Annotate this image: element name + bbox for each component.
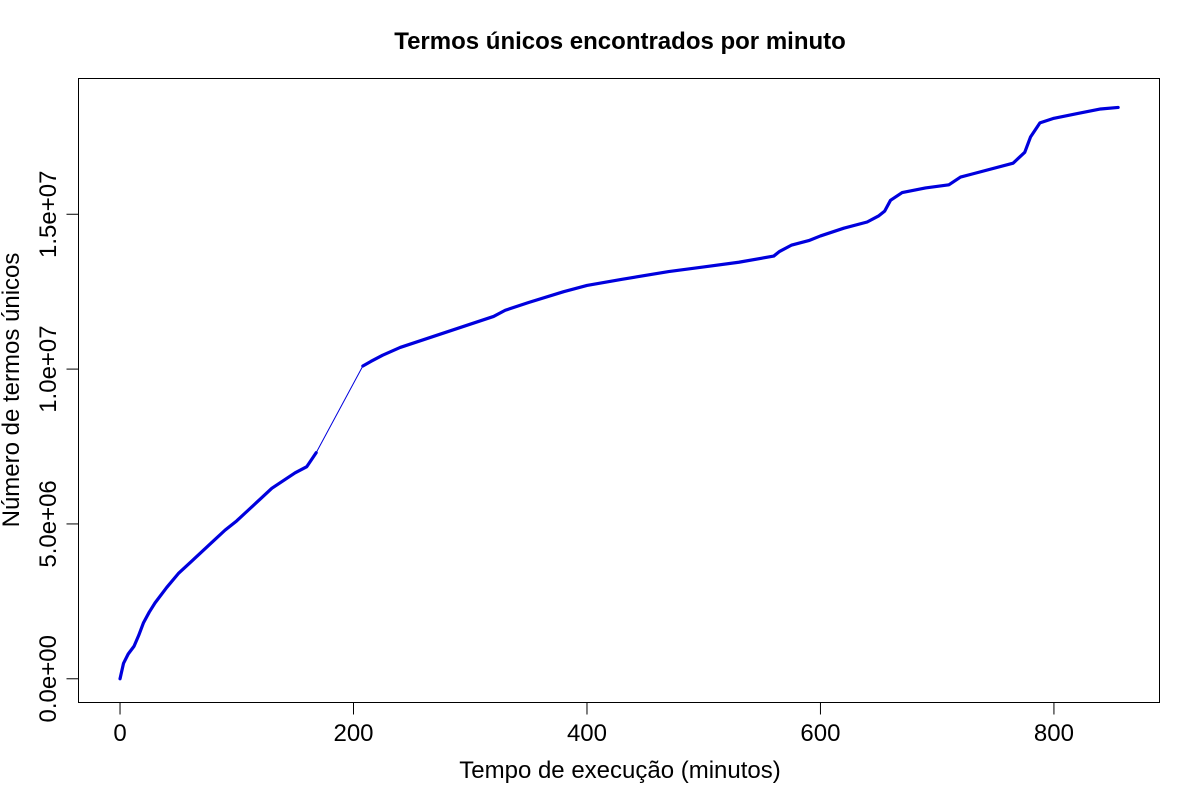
series-gap-connector (315, 365, 364, 454)
x-axis: 0 200 400 600 800 (113, 702, 1074, 747)
series-line-segment (118, 451, 318, 681)
x-tick-label: 400 (567, 720, 607, 747)
x-tick-label: 200 (333, 720, 373, 747)
x-tick-label: 600 (800, 720, 840, 747)
y-tick-label: 0.0e+00 (35, 635, 62, 722)
chart-title: Termos únicos encontrados por minuto (394, 28, 846, 55)
y-tick-label: 5.0e+06 (35, 480, 62, 567)
y-tick-label: 1.0e+07 (35, 325, 62, 412)
y-axis-label: Número de termos únicos (0, 253, 25, 528)
series-line-segment (361, 105, 1120, 368)
x-axis-label: Tempo de execução (minutos) (459, 757, 781, 784)
plot-area-border (78, 78, 1160, 703)
y-axis: 0.0e+00 5.0e+06 1.0e+07 1.5e+07 (35, 171, 79, 722)
x-tick-label: 800 (1034, 720, 1074, 747)
series-layer (118, 105, 1120, 681)
x-tick-label: 0 (113, 720, 126, 747)
y-tick-label: 1.5e+07 (35, 171, 62, 258)
